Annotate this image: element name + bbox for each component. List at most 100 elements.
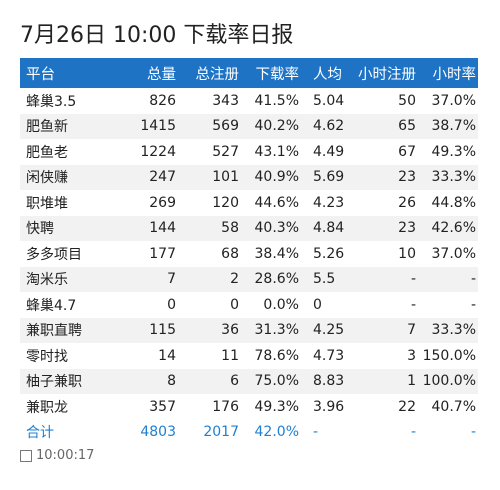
table-cell: 44.6% — [254, 194, 299, 211]
title: 7月26日 10:00 下载率日报 — [20, 23, 294, 48]
table-cell: 4.62 — [301, 113, 348, 139]
table-cell: 100.0% — [418, 368, 478, 394]
table-cell: 8.83 — [301, 368, 348, 394]
table-cell: 0 — [167, 296, 176, 313]
table-cell: - — [348, 266, 418, 292]
table-row: 柚子兼职 8 6 75.0% 8.83 1 100.0% — [20, 368, 478, 394]
table-row: 多多项目 177 68 38.4% 5.26 10 37.0% — [20, 241, 478, 267]
table-cell: - — [301, 419, 348, 445]
table-row: 蜂巢4.7 0 0 0.0% 0 - - — [20, 292, 478, 318]
table-body: 蜂巢3.5 826 343 41.5% 5.04 50 37.0% 肥鱼新 1415 569 40.… — [20, 88, 478, 445]
table-cell: 0.0% — [263, 296, 299, 313]
table-cell: 1224 — [140, 143, 176, 160]
table-cell: 269 — [149, 194, 176, 211]
table-cell: 闲侠赚 — [20, 164, 128, 190]
table-cell: 247 — [128, 164, 178, 190]
table-cell: 49.3% — [431, 143, 476, 160]
table-row: 肥鱼老 1224 527 43.1% 4.49 67 49.3% — [20, 139, 478, 165]
table-cell: 49.3% — [254, 398, 299, 415]
table-cell: 68 — [221, 245, 239, 262]
table-cell: 40.7% — [431, 398, 476, 415]
table-cell: 1415 — [128, 113, 178, 139]
footer: 10:00:17 — [20, 448, 94, 463]
table-cell: 38.4% — [254, 245, 299, 262]
table-cell: 柚子兼职 — [20, 368, 128, 394]
table-cell: 蜂巢3.5 — [26, 93, 77, 110]
table-cell: 37.0% — [431, 92, 476, 109]
table-cell: 42.6% — [418, 215, 478, 241]
table-cell: 37.0% — [431, 245, 476, 262]
table-cell: 50 — [398, 92, 416, 109]
table-cell: 0 — [313, 296, 322, 313]
table-row: 兼职龙 357 176 49.3% 3.96 22 40.7% — [20, 394, 478, 420]
table-cell: 65 — [348, 113, 418, 139]
table-cell: 38.7% — [418, 113, 478, 139]
table-cell: 826 — [149, 92, 176, 109]
table-cell: 0 — [230, 296, 239, 313]
table-cell: - — [418, 266, 478, 292]
table-row: 合计 4803 2017 42.0% - - - — [20, 419, 478, 445]
table-cell: 职堆堆 — [26, 195, 68, 212]
table-cell: 7 — [128, 266, 178, 292]
table-cell: 11 — [221, 347, 239, 364]
table-cell: 177 — [149, 245, 176, 262]
table-cell: 36 — [178, 317, 241, 343]
table-row: 兼职直聘 115 36 31.3% 4.25 7 33.3% — [20, 317, 478, 343]
table-cell: 26 — [398, 194, 416, 211]
table-cell: 120 — [212, 194, 239, 211]
table-cell: 7 — [348, 317, 418, 343]
table-cell: 肥鱼新 — [20, 113, 128, 139]
table-row: 快聘 144 58 40.3% 4.84 23 42.6% — [20, 215, 478, 241]
table-cell: 2 — [178, 266, 241, 292]
table-cell: 肥鱼老 — [26, 144, 68, 161]
table-cell: 4.25 — [301, 317, 348, 343]
table-cell: 527 — [212, 143, 239, 160]
table-cell: 22 — [398, 398, 416, 415]
table-cell: 31.3% — [241, 317, 301, 343]
table-row: 零时找 14 11 78.6% 4.73 3 150.0% — [20, 343, 478, 369]
column-header: 小时率 — [418, 58, 478, 88]
table-row: 职堆堆 269 120 44.6% 4.23 26 44.8% — [20, 190, 478, 216]
column-header: 平台 — [20, 58, 128, 88]
table-cell: 343 — [212, 92, 239, 109]
table-cell: 4.49 — [313, 143, 345, 160]
clock-icon — [20, 449, 32, 462]
table-row: 肥鱼新 1415 569 40.2% 4.62 65 38.7% — [20, 113, 478, 139]
update-time: 10:00:17 — [36, 448, 95, 463]
column-header: 总注册 — [178, 58, 241, 88]
table-cell: 合计 — [20, 419, 128, 445]
table-cell: 40.3% — [241, 215, 301, 241]
table-cell: 150.0% — [422, 347, 476, 364]
table-cell: 40.9% — [241, 164, 301, 190]
table-row: 淘米乐 7 2 28.6% 5.5- - — [20, 266, 478, 292]
table-cell: 4.23 — [313, 194, 345, 211]
table-cell: 2017 — [178, 419, 241, 445]
table-cell: 23 — [348, 164, 418, 190]
table-cell: 10 — [398, 245, 416, 262]
table-cell: - — [410, 296, 416, 313]
table-cell: 23 — [348, 215, 418, 241]
table-cell: 144 — [128, 215, 178, 241]
table-cell: 115 — [128, 317, 178, 343]
table-cell: 14 — [158, 347, 176, 364]
column-header: 小时注册 — [348, 58, 418, 88]
table-cell: 41.5% — [254, 92, 299, 109]
table-cell: 33.3% — [418, 164, 478, 190]
table-cell: 6 — [178, 368, 241, 394]
table-cell: 33.3% — [418, 317, 478, 343]
table-cell: 兼职龙 — [26, 399, 68, 416]
table-cell: 78.6% — [254, 347, 299, 364]
table-row: 闲侠赚 247 101 40.9% 5.69 23 33.3% — [20, 164, 478, 190]
table-cell: 4803 — [128, 419, 178, 445]
table-cell: 176 — [212, 398, 239, 415]
table-cell: 43.1% — [254, 143, 299, 160]
table-cell: 兼职直聘 — [20, 317, 128, 343]
table-cell: - — [470, 296, 476, 313]
table-cell: 淘米乐 — [20, 266, 128, 292]
table-cell: 75.0% — [241, 368, 301, 394]
table-cell: 357 — [149, 398, 176, 415]
table-cell: 569 — [178, 113, 241, 139]
table-cell: 蜂巢4.7 — [26, 297, 77, 314]
table-cell: 8 — [128, 368, 178, 394]
